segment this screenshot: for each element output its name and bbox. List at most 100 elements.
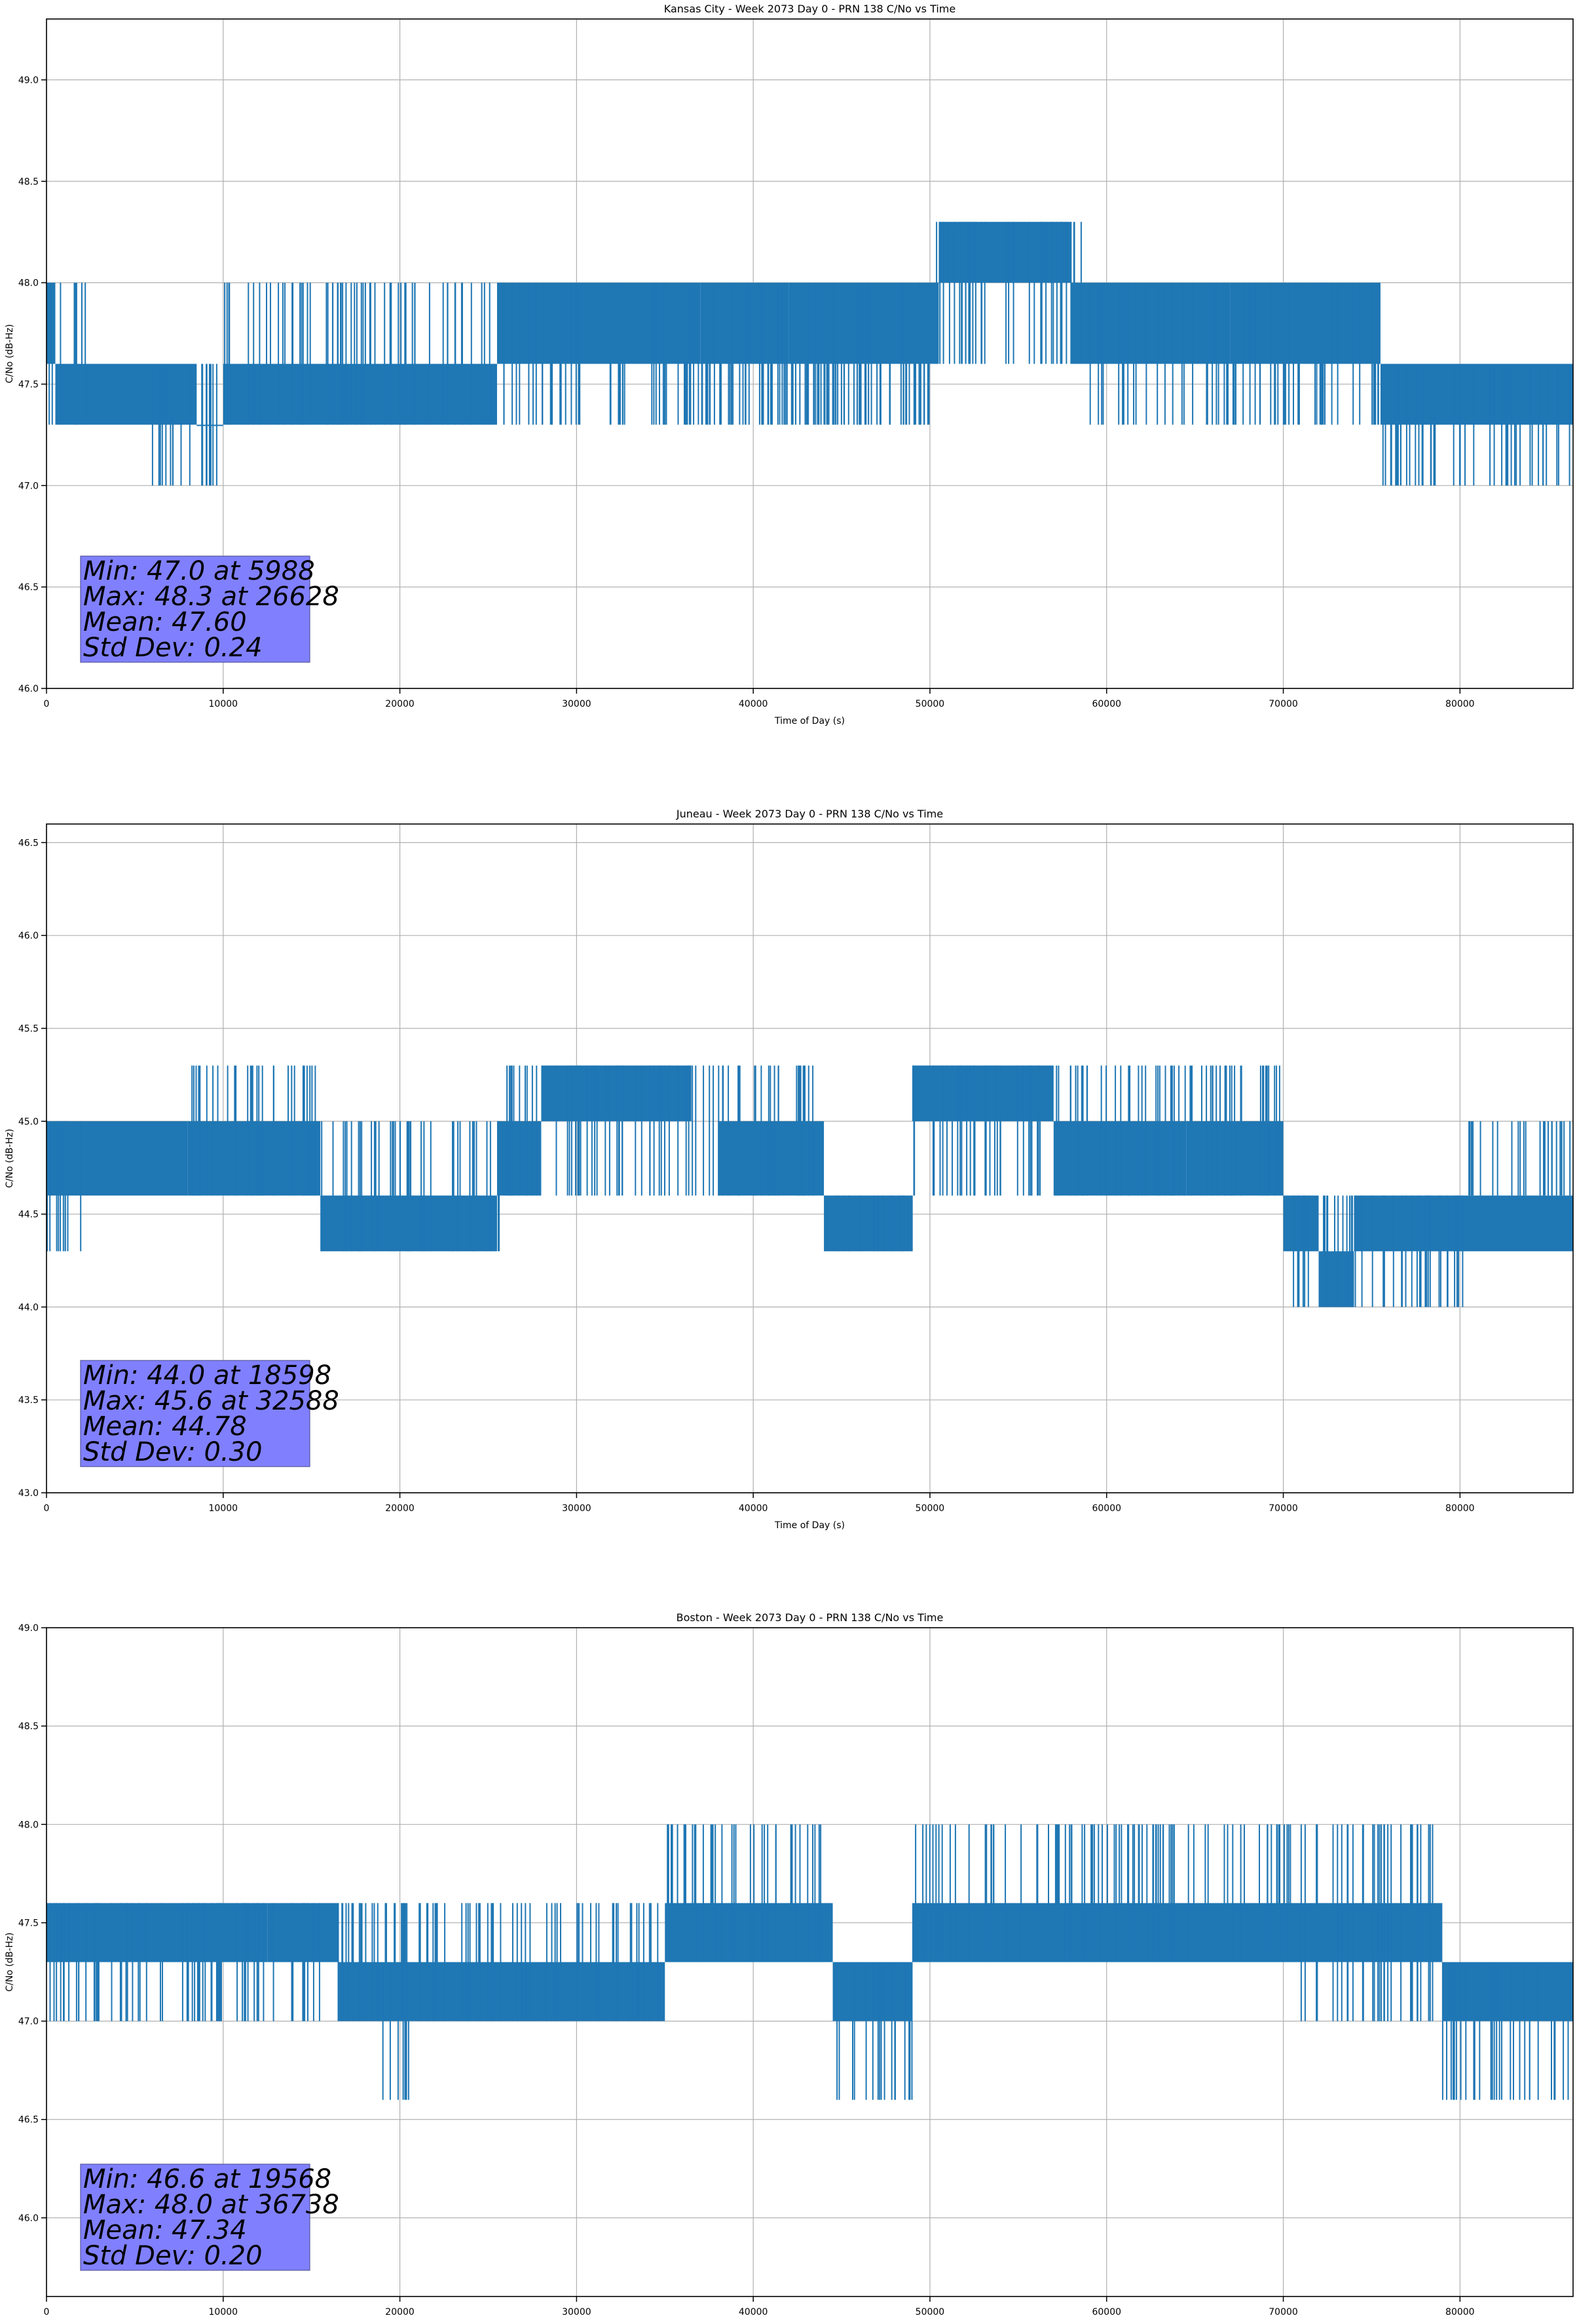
x-tick-label: 0 [44,699,50,709]
x-tick-label: 80000 [1445,1503,1475,1514]
series-band [1354,1195,1573,1252]
y-tick-label: 48.0 [18,1820,39,1830]
stats-line: Min: 47.0 at 5988 [83,556,315,586]
series-spikes [382,1962,409,2100]
series-spikes [321,1121,500,1252]
y-axis-label: C/No (dB-Hz) [5,1932,15,1991]
y-tick-label: 45.5 [18,1024,39,1034]
y-tick-label: 48.0 [18,278,39,289]
y-tick-label: 46.0 [18,684,39,694]
series-spikes [1300,1824,1434,2021]
x-tick-label: 20000 [385,2307,415,2317]
x-tick-label: 30000 [562,2307,591,2317]
y-tick-label: 46.5 [18,2115,39,2126]
x-tick-label: 50000 [916,1503,945,1514]
series-band [46,1121,188,1196]
chart-title: Juneau - Week 2073 Day 0 - PRN 138 C/No … [676,808,943,820]
y-tick-label: 48.5 [18,1721,39,1732]
chart-title: Boston - Week 2073 Day 0 - PRN 138 C/No … [677,1611,944,1624]
x-axis-label: Time of Day (s) [774,1520,845,1531]
x-tick-label: 0 [44,2307,50,2317]
stats-line: Min: 44.0 at 18598 [83,1360,331,1391]
x-tick-label: 0 [44,1503,50,1514]
axes-frame [46,18,1574,689]
data-series [46,221,1573,486]
series-spikes [1441,1962,1569,2100]
axes-frame [46,823,1574,1493]
x-tick-label: 20000 [385,1503,415,1514]
stats-line: Mean: 47.34 [83,2215,247,2245]
series-band [1442,1962,1573,2021]
series-spikes [60,282,86,425]
x-tick-label: 40000 [739,699,768,709]
series-band [1230,282,1381,364]
y-tick-label: 48.5 [18,177,39,187]
series-spikes [191,1065,316,1196]
stats-box [80,555,310,663]
series-band [1283,1195,1319,1252]
axes-frame [46,1627,1574,2297]
data-series [46,1824,1573,2100]
x-tick-label: 60000 [1092,2307,1121,2317]
series-spikes [151,364,217,486]
stats-line: Max: 48.0 at 36738 [83,2190,339,2220]
stats-line: Max: 48.3 at 26628 [83,582,339,612]
chart-panel-1: 0 10000 20000 30000 40000 50000 60000 70000 8000… [5,3,1574,726]
y-tick-label: 44.0 [18,1302,39,1313]
series-spikes [703,1065,814,1196]
series-band [1053,1121,1187,1196]
series-band [320,1195,453,1252]
y-tick-label: 43.5 [18,1395,39,1406]
y-tick-label: 47.0 [18,2017,39,2027]
stats-line: Std Dev: 0.30 [83,1437,263,1467]
series-band [700,282,789,364]
series-band [541,1065,692,1121]
x-tick-label: 30000 [562,1503,591,1514]
x-tick-label: 40000 [739,1503,768,1514]
y-tick-label: 46.0 [18,2213,39,2224]
series-spikes [1293,1195,1464,1307]
series-spikes [705,364,929,425]
series-spikes [1100,1065,1280,1196]
series-spikes [915,1824,1291,1962]
stats-line: Min: 46.6 at 19568 [83,2164,331,2194]
y-tick-label: 46.5 [18,582,39,593]
series-band [1301,1903,1443,1962]
series-spikes [836,1962,913,2100]
series-spikes [49,1903,320,2021]
x-tick-label: 30000 [562,699,591,709]
data-series [46,1065,1573,1307]
series-spikes [936,221,1082,364]
chart-panel-3: 0 10000 20000 30000 40000 50000 60000 70000 8000… [5,1611,1574,2317]
series-spikes [667,1824,822,1962]
y-tick-label: 47.5 [18,379,39,390]
x-tick-label: 50000 [916,699,945,709]
series-band [46,282,56,364]
y-tick-label: 43.0 [18,1488,39,1499]
y-tick-label: 46.5 [18,838,39,848]
series-spikes [503,282,577,425]
x-tick-label: 50000 [916,2307,945,2317]
x-tick-label: 40000 [739,2307,768,2317]
series-spikes [913,1065,1088,1196]
x-tick-label: 60000 [1092,699,1121,709]
y-tick-label: 49.0 [18,75,39,86]
series-band [1380,364,1573,425]
series-spikes [578,282,930,425]
series-band [788,282,939,364]
stats-line: Mean: 44.78 [83,1412,247,1442]
series-spikes [1468,1121,1571,1196]
stats-box [80,1360,310,1467]
series-band [496,282,701,364]
chart-title: Kansas City - Week 2073 Day 0 - PRN 138 … [664,3,955,15]
x-tick-label: 70000 [1269,2307,1298,2317]
series-band [912,1903,1301,1962]
series-spikes [1089,282,1379,425]
series-spikes [825,1195,913,1252]
x-tick-label: 10000 [209,699,238,709]
series-band [187,1121,321,1196]
y-tick-label: 47.5 [18,1918,39,1928]
y-tick-label: 49.0 [18,1623,39,1634]
stats-line: Mean: 47.60 [83,607,247,637]
